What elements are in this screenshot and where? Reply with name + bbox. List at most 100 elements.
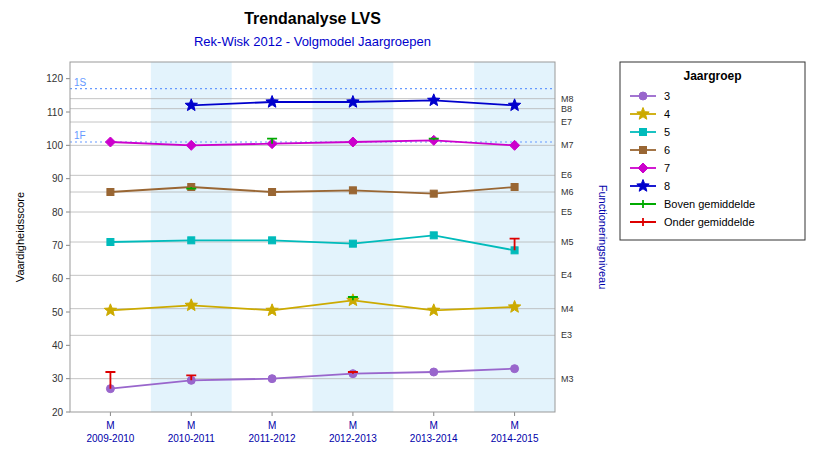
reference-label: 1F bbox=[74, 130, 86, 141]
y-tick bbox=[66, 112, 70, 113]
x-tick bbox=[433, 412, 434, 416]
x-tick bbox=[110, 412, 111, 416]
legend-title: Jaargroep bbox=[683, 69, 741, 83]
series-point bbox=[349, 240, 356, 247]
legend-line bbox=[630, 218, 656, 226]
y2-tick-label: E3 bbox=[561, 330, 572, 340]
y2-gridline bbox=[70, 122, 555, 123]
series-point bbox=[430, 368, 438, 376]
series-point bbox=[508, 301, 520, 313]
x-tick bbox=[352, 412, 353, 416]
y2-tick-label: E7 bbox=[561, 117, 572, 127]
x-tick-label-line: 2010-2011 bbox=[168, 433, 216, 444]
band bbox=[474, 62, 555, 412]
series-line bbox=[110, 187, 514, 194]
y2-tick-label: M5 bbox=[561, 237, 574, 247]
x-tick bbox=[191, 412, 192, 416]
page: {"chart_data": { "type": "line", "title"… bbox=[0, 0, 822, 468]
y2-tick-label: E6 bbox=[561, 170, 572, 180]
y2-tick-label: E5 bbox=[561, 207, 572, 217]
legend-marker bbox=[637, 180, 649, 192]
chart: M3E3M4E4M5E5M6E6M7E7B8M8Functioneringsni… bbox=[0, 0, 822, 468]
y2-tick-label: B8 bbox=[561, 104, 572, 114]
series-point bbox=[186, 140, 196, 150]
y2-tick-label: M7 bbox=[561, 140, 574, 150]
y2-tick-label: M6 bbox=[561, 187, 574, 197]
x-axis: M2009-2010M2010-2011M2011-2012M2012-2013… bbox=[87, 412, 539, 444]
x-tick-label-line: 2014-2015 bbox=[491, 433, 539, 444]
y2-gridline bbox=[70, 378, 555, 379]
series-point bbox=[428, 94, 440, 106]
boven-bar bbox=[186, 187, 196, 189]
y-tick-label: 50 bbox=[52, 307, 64, 318]
y-tick bbox=[66, 212, 70, 213]
y-tick-label: 90 bbox=[52, 173, 64, 184]
y2-gridline bbox=[70, 335, 555, 336]
x-tick-label-line: 2011-2012 bbox=[249, 433, 297, 444]
boven-bar bbox=[348, 297, 358, 300]
series-point bbox=[508, 99, 520, 111]
legend-marker bbox=[638, 163, 648, 173]
y2-gridline bbox=[70, 98, 555, 99]
legend-label: 3 bbox=[664, 90, 670, 102]
series-point bbox=[348, 137, 358, 147]
legend-label: 7 bbox=[664, 162, 670, 174]
series-point bbox=[428, 304, 440, 316]
y-tick bbox=[66, 78, 70, 79]
series-point bbox=[349, 370, 357, 378]
x-tick-label-line: M bbox=[349, 420, 357, 431]
y2-tick-label: E4 bbox=[561, 270, 572, 280]
plot-data bbox=[104, 94, 521, 393]
x-tick bbox=[514, 412, 515, 416]
series-point bbox=[266, 304, 278, 316]
legend-line bbox=[630, 200, 656, 208]
x-tick-label: M 2010-2011 bbox=[168, 420, 216, 444]
series-point bbox=[510, 140, 520, 150]
y-tick-label: 100 bbox=[46, 140, 63, 151]
y2-gridline bbox=[70, 108, 555, 109]
y-tick bbox=[66, 412, 70, 413]
y-tick-label: 70 bbox=[52, 240, 64, 251]
y-tick bbox=[66, 312, 70, 313]
series-point bbox=[511, 365, 519, 373]
series-point bbox=[430, 190, 437, 197]
y-tick-label: 30 bbox=[52, 373, 64, 384]
series-point bbox=[430, 232, 437, 239]
legend-marker bbox=[637, 108, 649, 120]
bands bbox=[151, 62, 555, 412]
series-point bbox=[105, 137, 115, 147]
x-tick-label-line: M bbox=[106, 420, 114, 431]
series-point bbox=[269, 189, 276, 196]
band bbox=[313, 62, 394, 412]
series-point bbox=[429, 135, 439, 145]
series-point bbox=[267, 139, 277, 149]
reference-label: 1S bbox=[74, 77, 87, 88]
y-tick bbox=[66, 145, 70, 146]
onder-bar bbox=[186, 375, 196, 380]
x-tick-label: M2012-2013 bbox=[329, 420, 377, 444]
x-tick-label-line: M bbox=[187, 420, 195, 431]
y-tick-label: 60 bbox=[52, 273, 64, 284]
series-point bbox=[107, 189, 114, 196]
y-tick bbox=[66, 345, 70, 346]
y-tick-label: 80 bbox=[52, 207, 64, 218]
legend-marker bbox=[640, 129, 647, 136]
y-tick bbox=[66, 378, 70, 379]
legend-label: 8 bbox=[664, 180, 670, 192]
y2-tick-label: M8 bbox=[561, 94, 574, 104]
y2-tick-label: M3 bbox=[561, 374, 574, 384]
subtitle: Rek-Wisk 2012 - Volgmodel Jaargroepen bbox=[194, 34, 431, 49]
series-point bbox=[266, 96, 278, 108]
y2-axis: M3E3M4E4M5E5M6E6M7E7B8M8 bbox=[70, 94, 574, 384]
series-point bbox=[268, 375, 276, 383]
y-tick bbox=[66, 178, 70, 179]
series-point bbox=[187, 376, 195, 384]
series-point bbox=[347, 96, 359, 108]
series-point bbox=[185, 299, 197, 311]
series-point bbox=[185, 99, 197, 111]
legend-marker bbox=[639, 92, 647, 100]
legend-label: Boven gemiddelde bbox=[664, 198, 755, 210]
reference-line bbox=[70, 88, 555, 89]
y-axis: 2030405060708090100110120 bbox=[46, 73, 70, 417]
x-tick-label: M2009-2010 bbox=[87, 420, 135, 444]
